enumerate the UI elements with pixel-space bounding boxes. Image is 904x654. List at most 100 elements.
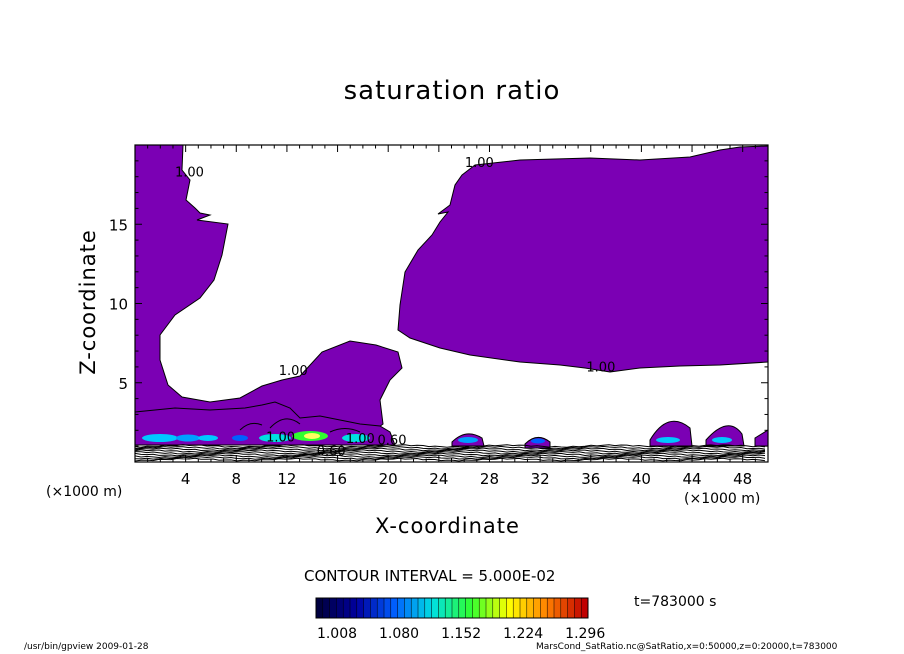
colorbar-cell (472, 598, 480, 618)
x-tick-label: 20 (379, 470, 398, 488)
surface-contour-lines (135, 444, 766, 462)
colorbar-cell (445, 598, 453, 618)
footer-left: /usr/bin/gpview 2009-01-28 (24, 642, 149, 652)
contour-label: 1.00 (346, 432, 375, 447)
colorbar-cell (499, 598, 507, 618)
colorbar-cell (438, 598, 446, 618)
surface-contour-line (135, 450, 766, 455)
colorbar-cell (574, 598, 582, 618)
contour-labels: 1.001.001.00 1.001.00 1.000.600.60 (175, 156, 615, 459)
colorbar-cell (486, 598, 494, 618)
colorbar-cell (513, 598, 521, 618)
colorbar-cell (492, 598, 501, 618)
colorbar-cell (424, 598, 433, 618)
colorbar-cell (390, 598, 399, 618)
shaded-region-left (135, 145, 403, 445)
colorbar-cell (452, 598, 460, 618)
colorbar-cell (322, 598, 331, 618)
colorbar-cell (567, 598, 575, 618)
colorbar-cell (343, 598, 351, 618)
surface-contour-line (135, 454, 766, 459)
x-tick-label: 36 (581, 470, 600, 488)
x-tick-label: 12 (277, 470, 296, 488)
contour-line-inner (239, 418, 361, 433)
shaded-bump-4 (705, 425, 745, 447)
colorbar-cell (377, 598, 385, 618)
colorbar-cell (350, 598, 358, 618)
colorbar-cell (404, 598, 412, 618)
colorbar-label: 1.008 (317, 626, 357, 642)
x-tick-label: 24 (429, 470, 448, 488)
surface-contour-line (135, 455, 766, 460)
colorbar-label: 1.296 (565, 626, 605, 642)
contour-interval-text: CONTOUR INTERVAL = 5.000E-02 (304, 567, 556, 585)
shaded-bump-5 (754, 429, 768, 447)
y-tick-label: 15 (109, 216, 128, 234)
colorbar-cell (547, 598, 555, 618)
colorbar-cell (540, 598, 548, 618)
colorbar-cell (431, 598, 439, 618)
x-tick-label: 4 (181, 470, 191, 488)
colorbar-cell (329, 598, 337, 618)
x-axis-unit-left: (×1000 m) (46, 484, 123, 500)
x-tick-label: 28 (480, 470, 499, 488)
contour-label: 0.60 (317, 445, 346, 460)
colorbar-cell (560, 598, 569, 618)
colorbar-cell (465, 598, 473, 618)
x-axis-ticks: 4 8 12 16 20 24 28 32 36 40 44 48 (147, 145, 756, 488)
y-axis-ticks: 5 10 15 (109, 160, 768, 447)
contour-label: 1.00 (266, 430, 295, 445)
y-tick-label: 10 (109, 296, 128, 314)
x-tick-label: 16 (328, 470, 347, 488)
colorbar-cell (363, 598, 371, 618)
y-tick-label: 5 (118, 375, 128, 393)
shaded-region-lower-left (135, 401, 396, 446)
x-axis-label: X-coordinate (375, 514, 520, 538)
shaded-region-right (397, 145, 768, 373)
surface-contour-line (135, 444, 766, 448)
footer-right: MarsCond_SatRatio.nc@SatRatio,x=0:50000,… (536, 642, 838, 652)
y-axis-label: Z-coordinate (76, 229, 100, 375)
x-tick-label: 44 (682, 470, 701, 488)
colorbar-cell (533, 598, 541, 618)
colorbar-cell (581, 598, 589, 618)
colorbar-label: 1.152 (441, 626, 481, 642)
x-axis-unit-right: (×1000 m) (684, 491, 761, 507)
contour-label: 1.00 (279, 364, 308, 379)
x-tick-label: 32 (531, 470, 550, 488)
colorbar-label: 1.080 (379, 626, 419, 642)
colorbar-cell (520, 598, 528, 618)
surface-contour-line (135, 447, 766, 452)
colorbar-cell (336, 598, 344, 618)
contour-label: 1.00 (586, 361, 615, 376)
colorbar-cell (370, 598, 378, 618)
colorbar-cell (526, 598, 535, 618)
colorbar-cell (506, 598, 514, 618)
time-label: t=783000 s (634, 594, 717, 610)
colorbar-cell (316, 598, 324, 618)
colored-cells (142, 431, 732, 444)
x-tick-label: 40 (632, 470, 651, 488)
colorbar-cell (356, 598, 365, 618)
surface-contour-line (135, 452, 766, 457)
colorbar-cell (458, 598, 467, 618)
colorbar-cell (554, 598, 562, 618)
colorbar-cell (479, 598, 487, 618)
surface-contour-line (135, 457, 766, 462)
colorbar: 1.008 1.080 1.152 1.224 1.296 (315, 597, 605, 642)
colorbar-cell (397, 598, 405, 618)
contour-label: 0.60 (378, 434, 407, 449)
colorbar-frame (315, 597, 589, 619)
colorbar-cell (411, 598, 419, 618)
x-tick-label: 48 (733, 470, 752, 488)
colorbar-cell (418, 598, 426, 618)
x-tick-label: 8 (232, 470, 242, 488)
colorbar-cell (384, 598, 392, 618)
surface-contour-line (135, 449, 766, 454)
contour-label: 1.00 (175, 166, 204, 181)
chart-title: saturation ratio (343, 76, 561, 106)
colorbar-label: 1.224 (503, 626, 543, 642)
contour-label: 1.00 (465, 156, 494, 171)
surface-contour-line (135, 445, 766, 450)
